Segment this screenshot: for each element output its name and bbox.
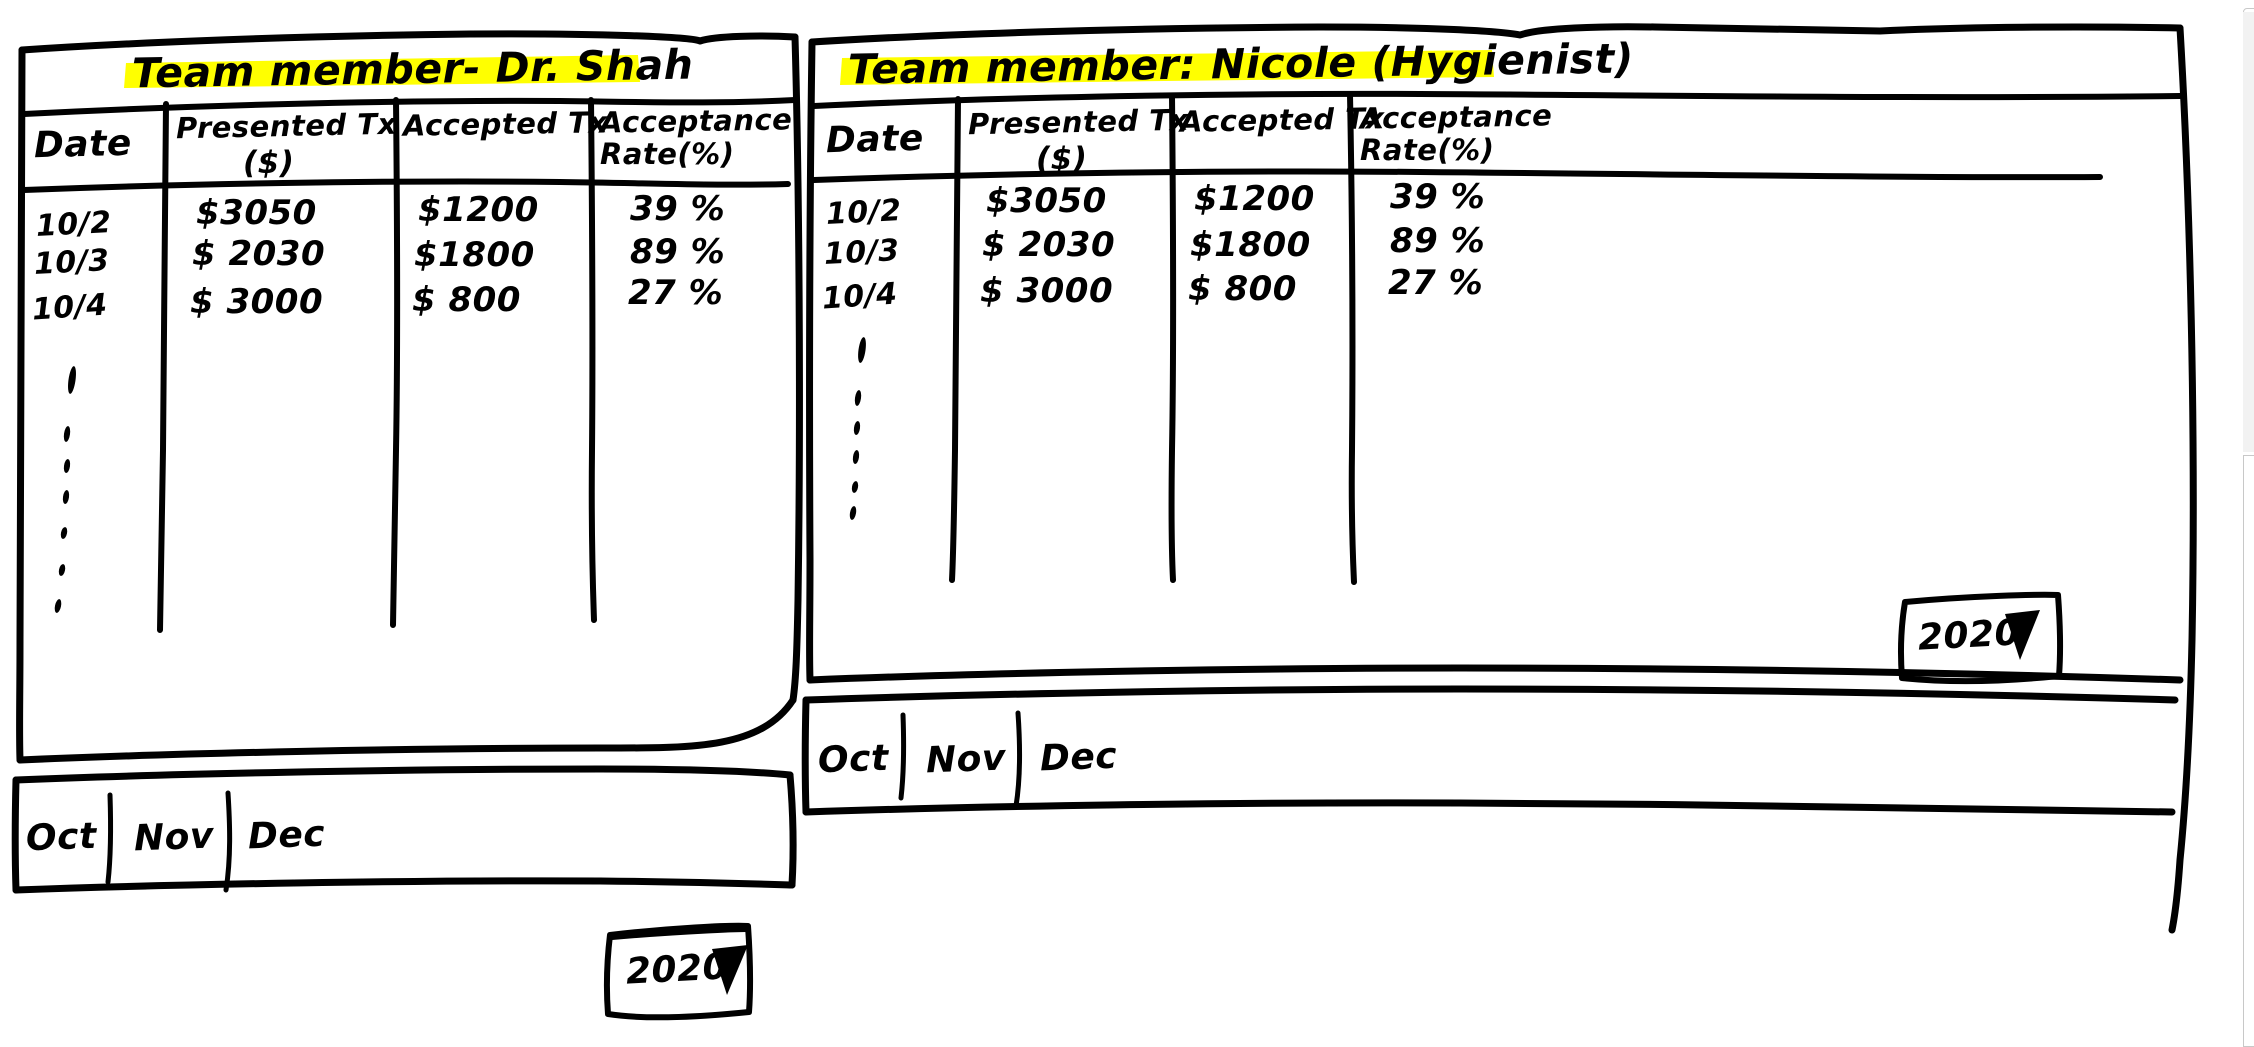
- cell-rate-2-right: 27 %: [1388, 263, 1484, 303]
- cell-accepted-1-left: $1800: [414, 235, 535, 275]
- continuation-dots-left: [54, 366, 76, 613]
- cell-accepted-0-left: $1200: [418, 190, 539, 230]
- cell-date-2-right: 10/4: [820, 276, 899, 317]
- panel-frame-left: [11, 30, 803, 894]
- panel-frame-right: [801, 23, 2197, 934]
- table-column-rules-left: [157, 97, 597, 633]
- year-dropdown-caret-left[interactable]: [712, 945, 748, 995]
- panel-header-divider-right: [811, 90, 2183, 109]
- column-header-presented-right: Presented Tx: [967, 102, 1190, 142]
- cell-date-0-right: 10/2: [825, 193, 903, 232]
- right-edge-panel-body: [2243, 12, 2254, 452]
- column-header-presented-unit-right: ($): [1036, 141, 1088, 177]
- year-dropdown-box-left[interactable]: [603, 922, 754, 1021]
- panel-title-left: Team member- Dr. Shah: [131, 40, 694, 98]
- column-header-acceptance-left: Acceptance: [599, 102, 793, 140]
- cell-accepted-2-left: $ 800: [412, 280, 521, 320]
- title-highlight-left: [124, 55, 640, 88]
- year-dropdown-box-right[interactable]: [1898, 591, 2064, 685]
- cell-rate-1-left: 89 %: [630, 232, 726, 272]
- month-tab-separators-right: [898, 710, 1023, 809]
- panel-title-right: Team member: Nicole (Hygienist): [847, 34, 1635, 94]
- table-header-divider-left: [21, 178, 791, 193]
- column-header-accepted-right: Accepted Tx: [1179, 101, 1386, 139]
- cell-presented-1-right: $ 2030: [982, 225, 1116, 265]
- cell-date-2-left: 10/4: [30, 287, 109, 328]
- cell-date-0-left: 10/2: [35, 205, 113, 244]
- cell-date-1-right: 10/3: [823, 233, 901, 272]
- cell-presented-0-left: $3050: [196, 193, 317, 233]
- month-tab-oct-right[interactable]: Oct: [817, 737, 890, 782]
- cell-rate-2-left: 27 %: [628, 273, 724, 313]
- month-tab-nov-left[interactable]: Nov: [133, 815, 215, 860]
- column-header-acceptance-rate-right: Rate(%): [1360, 133, 1495, 167]
- cell-rate-0-left: 39 %: [630, 189, 726, 229]
- month-tab-dec-left[interactable]: Dec: [247, 813, 326, 858]
- column-header-presented-left: Presented Tx: [175, 106, 398, 146]
- cell-presented-1-left: $ 2030: [192, 234, 326, 274]
- panel-header-divider-left: [21, 97, 798, 117]
- cell-rate-0-right: 39 %: [1390, 177, 1486, 217]
- cell-accepted-1-right: $1800: [1190, 225, 1311, 265]
- cell-presented-0-right: $3050: [986, 181, 1107, 221]
- year-value-left[interactable]: 2020: [624, 946, 730, 993]
- cell-accepted-0-right: $1200: [1194, 179, 1315, 219]
- column-header-date-left: Date: [33, 122, 133, 167]
- year-value-right[interactable]: 2020: [1916, 612, 2022, 659]
- column-header-presented-unit-left: ($): [243, 145, 295, 181]
- cell-rate-1-right: 89 %: [1390, 221, 1486, 261]
- month-tab-dec-right[interactable]: Dec: [1039, 735, 1118, 780]
- year-dropdown-caret-right[interactable]: [2005, 610, 2040, 660]
- continuation-dots-right: [849, 337, 866, 520]
- month-tab-separators-left: [105, 790, 233, 893]
- month-tab-oct-left[interactable]: Oct: [25, 815, 98, 860]
- column-header-accepted-left: Accepted Tx: [402, 105, 609, 143]
- column-header-acceptance-right: Acceptance: [1359, 98, 1553, 136]
- cell-presented-2-left: $ 3000: [190, 282, 324, 322]
- column-header-date-right: Date: [825, 117, 925, 162]
- column-header-acceptance-rate-left: Rate(%): [600, 137, 735, 171]
- cell-presented-2-right: $ 3000: [980, 271, 1114, 311]
- month-tab-nov-right[interactable]: Nov: [925, 737, 1007, 782]
- cell-accepted-2-right: $ 800: [1188, 269, 1297, 309]
- table-header-divider-right: [811, 168, 2103, 183]
- title-highlight-right: [840, 50, 1494, 85]
- cell-date-1-left: 10/3: [33, 243, 111, 282]
- table-column-rules-right: [949, 92, 1357, 585]
